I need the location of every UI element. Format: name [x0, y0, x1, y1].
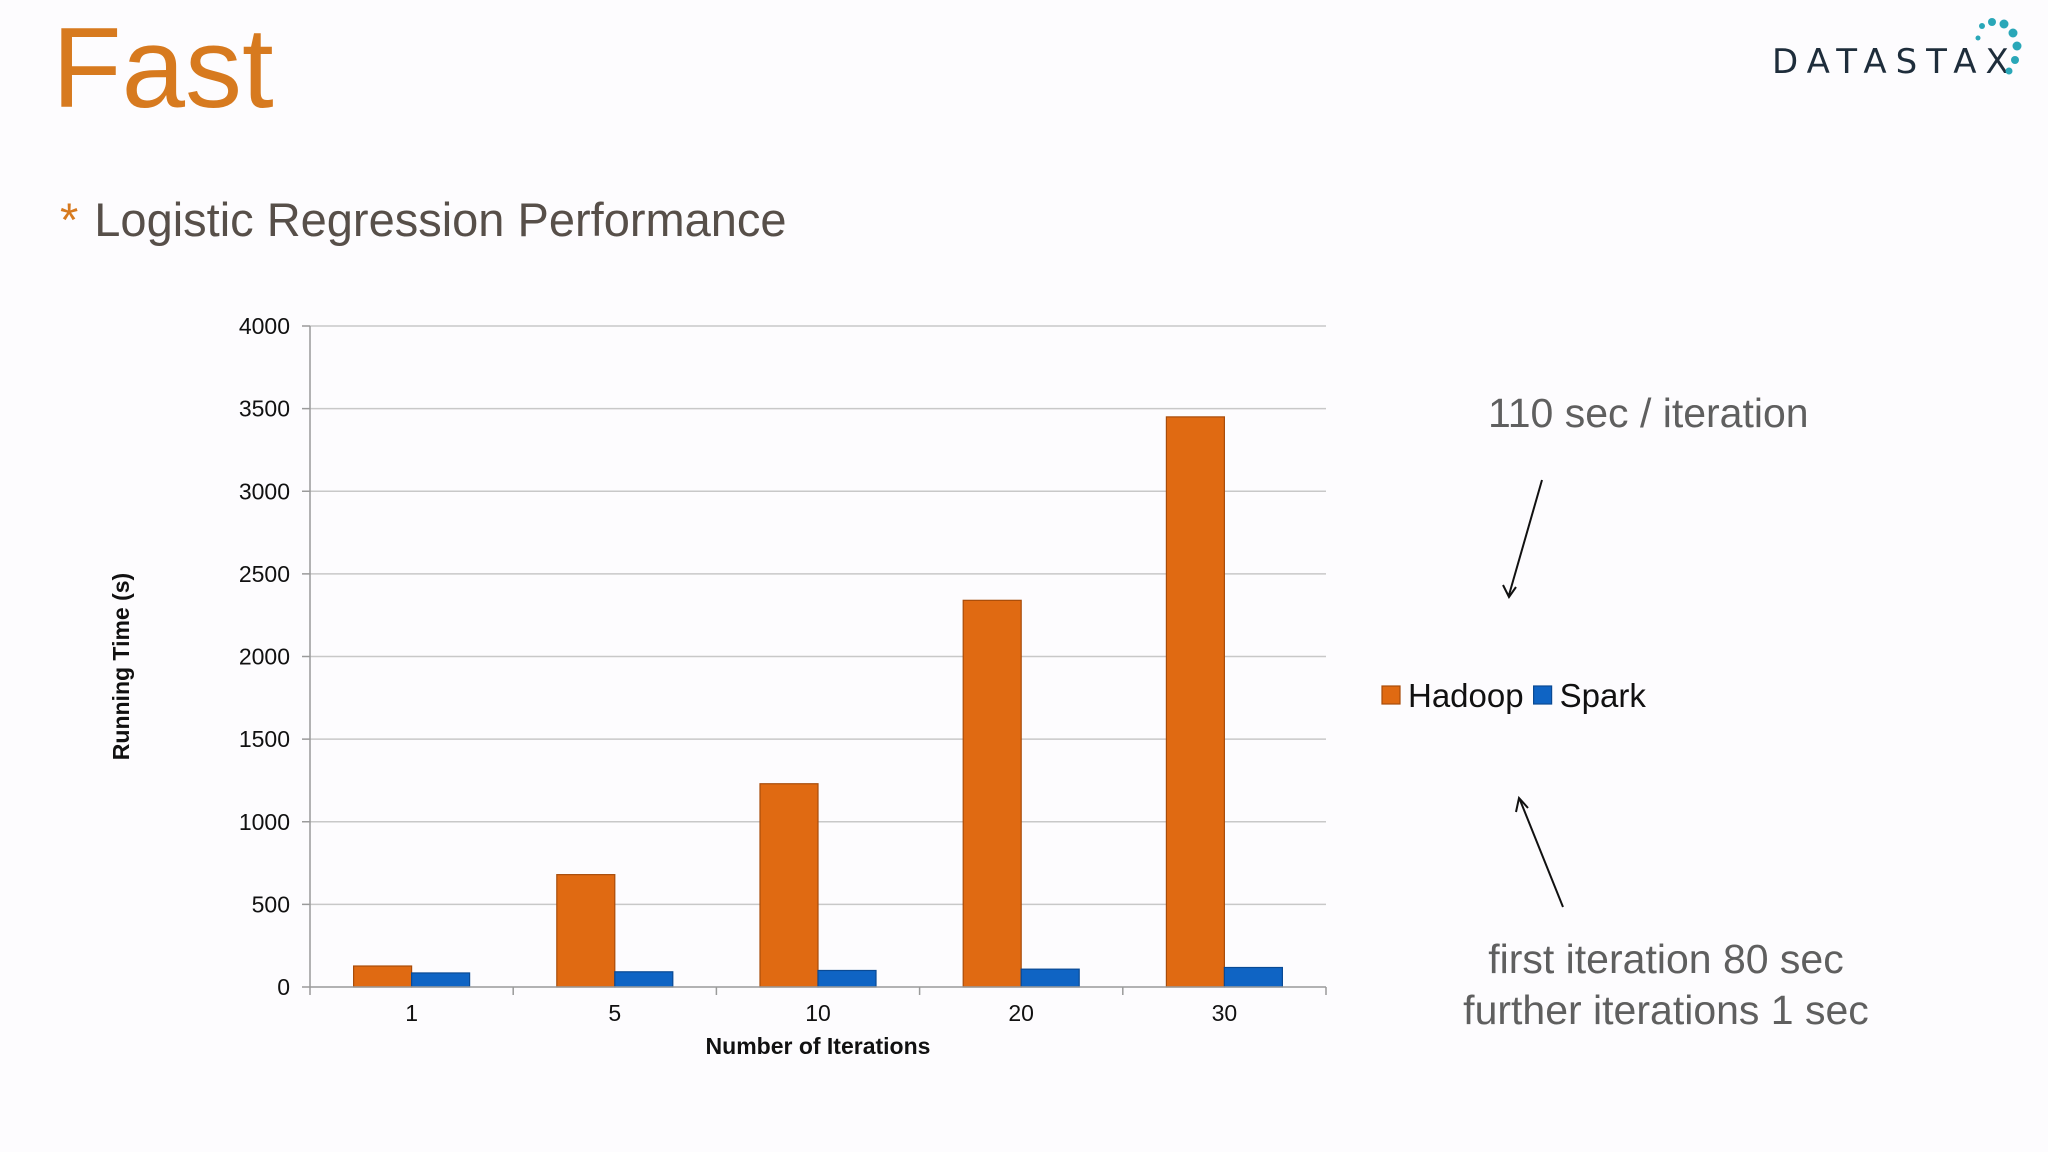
- bar-spark-20: [1020, 968, 1080, 988]
- bar-hadoop-20: [962, 599, 1022, 988]
- y-tick-label: 1500: [239, 726, 290, 752]
- y-tick-label: 4000: [239, 313, 290, 339]
- datastax-logo-icon: [1975, 18, 2022, 75]
- bar-spark-5: [614, 971, 674, 988]
- bar-spark-30: [1223, 966, 1284, 988]
- arrow-head: [1515, 795, 1529, 813]
- legend-label-hadoop: Hadoop: [1408, 677, 1524, 714]
- arrow-icon: [1508, 479, 1543, 596]
- y-tick-label: 3000: [239, 478, 290, 504]
- slide-title: Fast: [52, 5, 274, 132]
- legend-swatch-hadoop: [1381, 685, 1401, 705]
- x-tick-label: 30: [1212, 1000, 1238, 1026]
- subtitle-text: Logistic Regression Performance: [94, 193, 787, 246]
- bar-hadoop-1: [353, 965, 413, 988]
- arrow-head: [1502, 584, 1517, 599]
- subtitle: * Logistic Regression Performance: [60, 192, 787, 247]
- y-axis-title: Running Time (s): [108, 573, 134, 760]
- x-tick-label: 10: [805, 1000, 831, 1026]
- arrow-icon: [1519, 799, 1564, 908]
- x-axis-title: Number of Iterations: [706, 1033, 931, 1059]
- bar-spark-10: [817, 969, 877, 988]
- annotation-per-iteration: 110 sec / iteration: [1488, 390, 1809, 436]
- y-tick-label: 3500: [239, 396, 290, 422]
- y-tick-label: 500: [252, 891, 290, 917]
- y-tick-label: 2500: [239, 561, 290, 587]
- bar-hadoop-5: [556, 874, 616, 988]
- x-tick-label: 20: [1008, 1000, 1034, 1026]
- bar-hadoop-30: [1165, 416, 1226, 988]
- legend-swatch-spark: [1533, 685, 1553, 705]
- annotation-first-iteration: first iteration 80 sec further iteration…: [1456, 936, 1876, 1034]
- x-tick-label: 5: [608, 1000, 621, 1026]
- annotation-line-1: first iteration 80 sec: [1488, 936, 1844, 982]
- y-tick-label: 2000: [239, 644, 290, 670]
- bullet-star: *: [60, 193, 79, 246]
- bar-spark-1: [411, 972, 471, 988]
- x-tick-label: 1: [405, 1000, 418, 1026]
- datastax-logo: DATASTAX: [1772, 16, 2032, 82]
- y-tick-label: 0: [277, 974, 290, 1000]
- logo-text: DATASTAX: [1772, 42, 2018, 82]
- annotation-line-2: further iterations 1 sec: [1463, 987, 1869, 1033]
- y-tick-label: 1000: [239, 809, 290, 835]
- legend-label-spark: Spark: [1560, 677, 1647, 714]
- bar-hadoop-10: [759, 783, 819, 988]
